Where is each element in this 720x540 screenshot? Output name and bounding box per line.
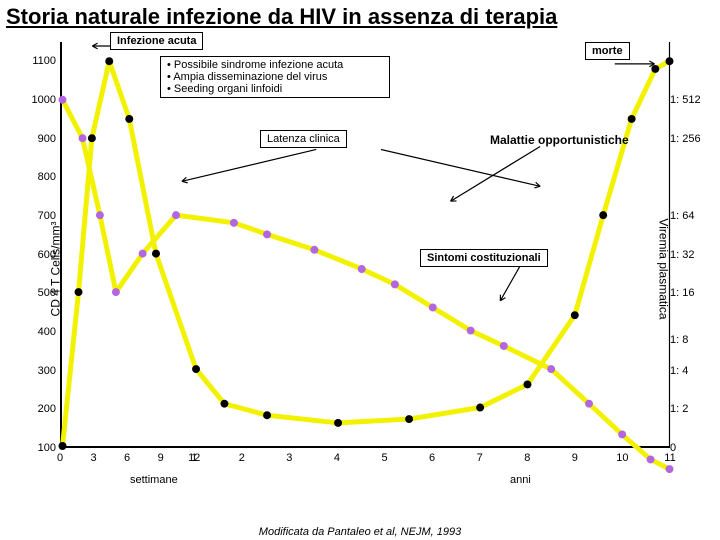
- latenza-box: Latenza clinica: [260, 130, 347, 148]
- y-left-tick: 1100: [22, 55, 56, 67]
- plot-area: [60, 42, 670, 448]
- x-tick-week: 0: [57, 452, 63, 464]
- malattie-label: Malattie opportunistiche: [490, 134, 629, 147]
- y-right-tick: 1: 256: [670, 133, 706, 145]
- y-right-tick: 1: 4: [670, 365, 706, 377]
- y-left-tick: 200: [22, 403, 56, 415]
- morte-label: morte: [585, 42, 630, 60]
- x-tick-week: 6: [124, 452, 130, 464]
- y-right-tick: 1: 16: [670, 287, 706, 299]
- infobox-bullets: • Possibile sindrome infezione acuta • A…: [160, 56, 390, 98]
- y-right-tick: 1: 32: [670, 249, 706, 261]
- y-left-tick: 800: [22, 171, 56, 183]
- page-title: Storia naturale infezione da HIV in asse…: [0, 0, 720, 34]
- x-tick-year: 2: [239, 452, 245, 464]
- sintomi-box: Sintomi costituzionali: [420, 249, 548, 267]
- y-left-tick: 300: [22, 365, 56, 377]
- y-left-tick: 500: [22, 287, 56, 299]
- plot-svg: [62, 42, 670, 446]
- y-left-tick: 900: [22, 133, 56, 145]
- x-tick-year: 7: [477, 452, 483, 464]
- x-tick-week: 3: [90, 452, 96, 464]
- infobox-title: Infezione acuta: [110, 32, 203, 50]
- x-tick-week: 9: [158, 452, 164, 464]
- y-left-tick: 1000: [22, 94, 56, 106]
- bullet-2: • Ampia disseminazione del virus: [167, 71, 383, 83]
- x-tick-year: 4: [334, 452, 340, 464]
- x-tick-year: 8: [524, 452, 530, 464]
- x-label-weeks: settimane: [130, 474, 178, 486]
- y-left-tick: 600: [22, 249, 56, 261]
- y-left-tick: 400: [22, 326, 56, 338]
- y-left-tick: 700: [22, 210, 56, 222]
- y-left-tick: 100: [22, 442, 56, 454]
- x-tick-year: 5: [381, 452, 387, 464]
- x-tick-year: 3: [286, 452, 292, 464]
- y-right-tick: 1: 64: [670, 210, 706, 222]
- citation: Modificata da Pantaleo et al, NEJM, 1993: [0, 526, 720, 538]
- y-right-tick: 1: 512: [670, 94, 706, 106]
- bullet-1: • Possibile sindrome infezione acuta: [167, 59, 383, 71]
- x-tick-year: 6: [429, 452, 435, 464]
- x-tick-year: 1: [191, 452, 197, 464]
- bullet-3: • Seeding organi linfoidi: [167, 83, 383, 95]
- chart-container: CD 4 T Cells/mm³ Viremia plasmatica 1100…: [0, 34, 720, 504]
- x-label-years: anni: [510, 474, 531, 486]
- x-tick-year: 10: [616, 452, 628, 464]
- y-right-tick: 1: 8: [670, 334, 706, 346]
- x-tick-year: 11: [664, 452, 675, 464]
- y-right-tick: 1: 2: [670, 403, 706, 415]
- x-tick-year: 9: [572, 452, 578, 464]
